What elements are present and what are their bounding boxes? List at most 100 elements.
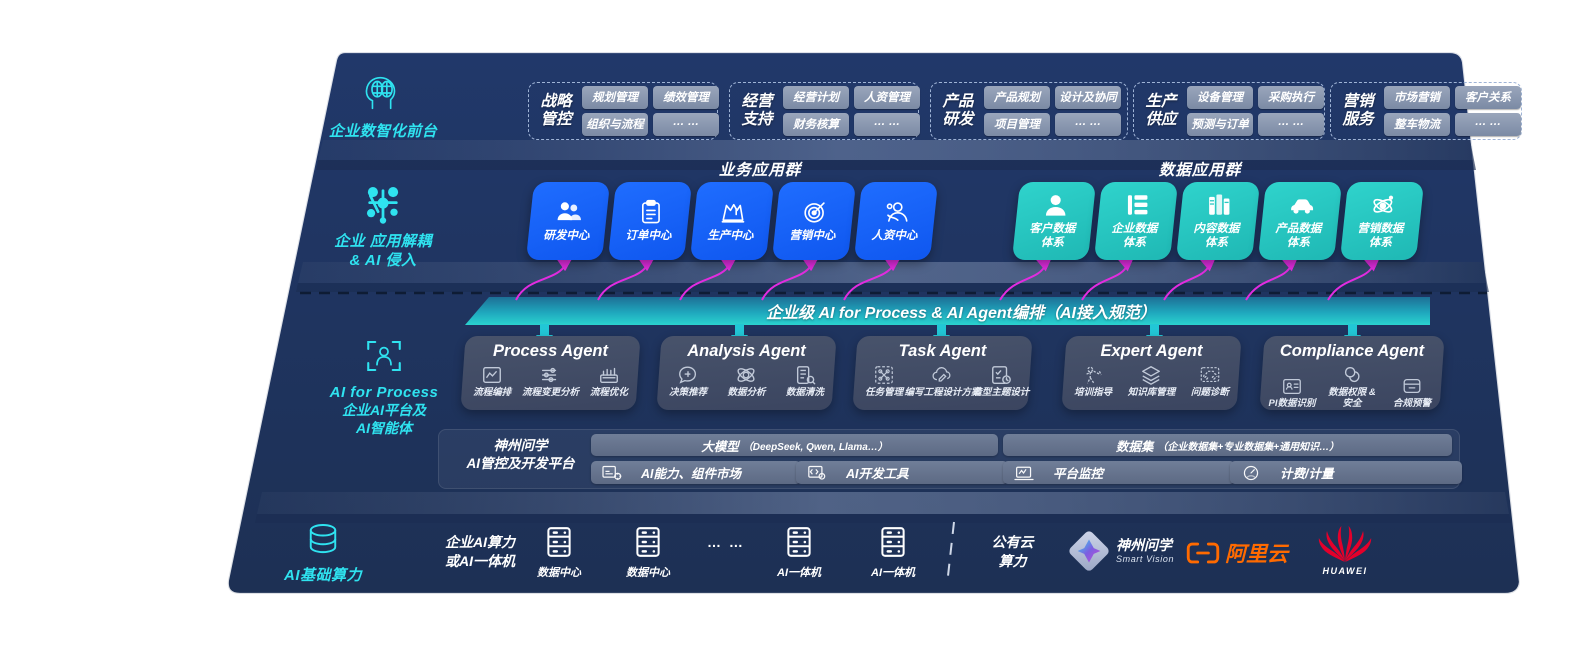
id-card-icon xyxy=(1283,378,1301,394)
agent-item[interactable]: 数据分析 xyxy=(717,364,775,399)
domain-chip[interactable]: 人资管理 xyxy=(854,86,920,109)
platform-bar-llm[interactable]: 大模型 （DeepSeek, Qwen, Llama…） xyxy=(591,434,998,456)
gauge-icon xyxy=(1243,465,1259,480)
agent-item[interactable]: 流程变更分析 xyxy=(521,364,579,399)
brain-head-icon xyxy=(365,76,396,110)
agent-item[interactable]: 合规预警 xyxy=(1382,375,1442,410)
platform-bar-label: 平台监控 xyxy=(1053,467,1104,481)
infra-node-label: 数据中心 xyxy=(537,567,581,579)
infra-node-ai-appliance-2[interactable]: AI一体机 xyxy=(862,525,924,580)
domain-chip[interactable]: 客户关系 xyxy=(1455,86,1521,109)
aliyun-mark-icon xyxy=(1186,542,1220,564)
domain-chip[interactable]: 规划管理 xyxy=(582,86,648,109)
platform-bar-billing[interactable]: 计费/计量 xyxy=(1230,461,1462,484)
domain-chip[interactable]: 预测与订单 xyxy=(1187,113,1253,136)
app-card-production-center[interactable]: 生产中心 xyxy=(689,182,775,260)
logo-smart-vision[interactable]: 神州问学 Smart Vision xyxy=(1068,530,1174,572)
devtool-icon xyxy=(808,465,826,480)
agent-item[interactable]: 造型主题设计 xyxy=(972,364,1030,399)
domain-chip[interactable]: 财务核算 xyxy=(783,113,849,136)
agent-item[interactable]: 流程编排 xyxy=(463,364,521,399)
domain-chip[interactable]: 设备管理 xyxy=(1187,86,1253,109)
domain-title: 经营 支持 xyxy=(741,92,773,128)
platform-bar-dev-tools[interactable]: AI开发工具 xyxy=(796,461,1008,484)
logo-huawei[interactable]: HUAWEI xyxy=(1310,525,1380,576)
clipboard-icon xyxy=(642,199,660,224)
agent-card-analysis[interactable]: Analysis Agent 决策推荐 数据分析 数据清洗 xyxy=(656,336,837,410)
agent-item[interactable]: 编写工程设计方案 xyxy=(904,364,981,399)
domain-chip[interactable]: … … xyxy=(1258,113,1324,136)
agent-item[interactable]: PI数据识别 xyxy=(1262,375,1322,410)
data-clean-icon xyxy=(796,366,816,385)
domain-group-production-supply[interactable]: 生产 供应 设备管理 采购执行 预测与订单 … … xyxy=(1133,82,1325,140)
agent-item[interactable]: 数据权限 & 安全 xyxy=(1322,364,1382,409)
logo-smart-vision-sub: Smart Vision xyxy=(1116,553,1175,564)
task-net-icon xyxy=(875,366,894,384)
agent-card-process[interactable]: Process Agent 流程编排 流程变更分析 流程优化 xyxy=(460,336,641,410)
logo-aliyun[interactable]: 阿里云 xyxy=(1186,538,1288,568)
factory-icon xyxy=(721,203,745,223)
platform-bar-monitor[interactable]: 平台监控 xyxy=(1003,461,1235,484)
domain-chip[interactable]: 采购执行 xyxy=(1258,86,1324,109)
infra-node-datacenter-1[interactable]: 数据中心 xyxy=(528,525,590,580)
domain-group-operations[interactable]: 经营 支持 经营计划 人资管理 财务核算 … … xyxy=(729,82,920,140)
person-scan-icon xyxy=(367,340,401,372)
data-card-product[interactable]: 产品数据 体系 xyxy=(1257,182,1343,260)
domain-title: 生产 供应 xyxy=(1145,92,1177,128)
domain-group-marketing-service[interactable]: 营销 服务 市场营销 客户关系 整车物流 … … xyxy=(1330,82,1522,140)
agent-item[interactable]: 知识库管理 xyxy=(1122,364,1180,399)
domain-chip[interactable]: 产品规划 xyxy=(984,86,1050,109)
infra-node-datacenter-2[interactable]: 数据中心 xyxy=(617,525,679,580)
atom-icon xyxy=(1373,195,1394,213)
alert-archive-icon xyxy=(1403,378,1421,393)
app-card-hr-center[interactable]: 人资中心 xyxy=(853,182,939,260)
domain-title: 战略 管控 xyxy=(540,92,572,128)
platform-bar-sub: （DeepSeek, Qwen, Llama…） xyxy=(742,441,888,453)
data-card-customer[interactable]: 客户数据 体系 xyxy=(1011,182,1097,260)
app-card-order-center[interactable]: 订单中心 xyxy=(607,182,693,260)
orchestration-label: 企业级 AI for Process & AI Agent编排（AI接入规范） xyxy=(766,305,1156,322)
server-icon xyxy=(881,527,905,557)
platform-bar-sub: （企业数据集+专业数据集+通用知识…） xyxy=(1157,441,1340,453)
data-card-marketing[interactable]: 营销数据 体系 xyxy=(1339,182,1425,260)
domain-chip[interactable]: 组织与流程 xyxy=(582,113,648,136)
agent-card-expert[interactable]: Expert Agent 培训指导 知识库管理 问题诊断 xyxy=(1061,336,1242,410)
platform-bar-dataset[interactable]: 数据集 （企业数据集+专业数据集+通用知识…） xyxy=(1003,434,1452,456)
domain-chip[interactable]: … … xyxy=(653,113,719,136)
user-avatar-icon xyxy=(1045,195,1066,216)
business-group-title: 业务应用群 xyxy=(718,162,802,179)
rail-app-decoupling: 企业 应用解耦 & AI 侵入 xyxy=(318,182,448,270)
agent-item[interactable]: 培训指导 xyxy=(1064,364,1122,399)
agent-item[interactable]: 任务管理 xyxy=(855,364,913,399)
diagnose-car-icon xyxy=(1200,367,1220,383)
platform-bar-capability-market[interactable]: AI能力、组件市场 xyxy=(591,461,801,484)
agent-card-compliance[interactable]: Compliance Agent PI数据识别 数据权限 & 安全 合规预警 xyxy=(1259,336,1445,410)
domain-chip[interactable]: … … xyxy=(1055,113,1121,136)
infra-node-ai-appliance-1[interactable]: AI一体机 xyxy=(768,525,830,580)
domain-chip[interactable]: 项目管理 xyxy=(984,113,1050,136)
domain-chip[interactable]: … … xyxy=(1455,113,1521,136)
rail-front-office: 企业数智化前台 xyxy=(318,70,448,141)
doc-clock-icon xyxy=(991,366,1011,384)
platform-bar-label: AI能力、组件市场 xyxy=(641,467,742,481)
domain-chip[interactable]: 整车物流 xyxy=(1384,113,1450,136)
agent-item[interactable]: 问题诊断 xyxy=(1181,364,1239,399)
agent-item[interactable]: 决策推荐 xyxy=(659,364,717,399)
domain-chip[interactable]: 设计及协同 xyxy=(1055,86,1121,109)
agent-card-task[interactable]: Task Agent 任务管理 编写工程设计方案 造型主题设计 xyxy=(852,336,1033,410)
agent-item[interactable]: 流程优化 xyxy=(580,364,638,399)
agent-item[interactable]: 数据清洗 xyxy=(776,364,834,399)
domain-group-strategy[interactable]: 战略 管控 规划管理 绩效管理 组织与流程 … … xyxy=(528,82,719,140)
data-card-enterprise[interactable]: 企业数据 体系 xyxy=(1093,182,1179,260)
domain-group-product-rd[interactable]: 产品 研发 产品规划 设计及协同 项目管理 … … xyxy=(930,82,1128,140)
domain-chip[interactable]: … … xyxy=(854,113,920,136)
rail-label-2: & AI 侵入 xyxy=(349,252,417,270)
domain-chip[interactable]: 绩效管理 xyxy=(653,86,719,109)
app-card-marketing-center[interactable]: 营销中心 xyxy=(771,182,857,260)
domain-chip[interactable]: 市场营销 xyxy=(1384,86,1450,109)
data-card-content[interactable]: 内容数据 体系 xyxy=(1175,182,1261,260)
domain-chip[interactable]: 经营计划 xyxy=(783,86,849,109)
app-card-rd-center[interactable]: 研发中心 xyxy=(525,182,611,260)
